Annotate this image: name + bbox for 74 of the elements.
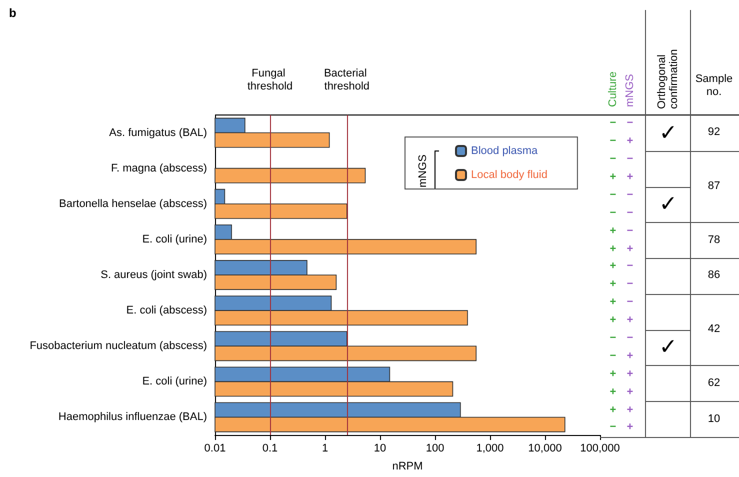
- text: 86: [708, 269, 720, 282]
- text: 10: [708, 412, 720, 424]
- text: −: [610, 332, 616, 344]
- text: +: [610, 224, 616, 237]
- y-tick-label: Bartonella henselae (abscess): [59, 198, 207, 210]
- text: +: [610, 296, 616, 308]
- text: −: [626, 206, 634, 219]
- legend-label: Blood plasma: [471, 145, 539, 157]
- x-tick-label: 1: [322, 442, 328, 454]
- text: −: [626, 260, 634, 272]
- text: +: [610, 278, 616, 290]
- legend-label: Local body fluid: [471, 169, 548, 181]
- text: 92: [708, 126, 720, 138]
- text: ✓: [659, 191, 677, 216]
- x-tick-label: 0.1: [262, 442, 278, 454]
- x-tick-label: 100,000: [580, 442, 620, 454]
- text: −: [610, 350, 616, 362]
- text: +: [626, 171, 634, 183]
- x-axis-title: nRPM: [392, 460, 423, 472]
- text: +: [626, 386, 634, 398]
- text: 87: [708, 180, 720, 192]
- text: ✓: [659, 334, 677, 360]
- text: +: [626, 350, 634, 362]
- text: +: [626, 404, 634, 416]
- x-tick-label: 10,000: [528, 442, 562, 454]
- legend-title: mNGS: [417, 154, 429, 188]
- text: +: [626, 314, 634, 326]
- y-tick-label: As. fumigatus (BAL): [109, 126, 207, 139]
- text: +: [626, 135, 634, 148]
- y-tick-label: E. coli (abscess): [126, 304, 207, 317]
- x-tick-label: 100: [426, 442, 444, 454]
- text: −: [626, 224, 634, 237]
- text: −: [610, 153, 616, 166]
- text: +: [610, 404, 616, 416]
- y-tick-label: E. coli (urine): [142, 233, 207, 246]
- x-tick-label: 10: [374, 442, 386, 454]
- text: −: [610, 421, 616, 434]
- text: −: [610, 188, 616, 201]
- text: 78: [708, 234, 720, 246]
- text: +: [610, 368, 616, 380]
- text: 42: [708, 323, 720, 336]
- text: +: [610, 242, 616, 255]
- y-tick-label: F. magna (abscess): [111, 162, 207, 174]
- text: −: [610, 135, 616, 148]
- text: +: [610, 260, 616, 272]
- text: −: [626, 153, 634, 166]
- y-tick-label: E. coli (urine): [142, 376, 207, 388]
- x-tick-label: 0.01: [204, 442, 226, 454]
- text: −: [626, 332, 634, 344]
- category-label: Culture: [607, 70, 619, 107]
- text: 62: [708, 376, 720, 389]
- text: −: [626, 296, 634, 308]
- text: +: [626, 242, 634, 255]
- text: +: [610, 314, 616, 326]
- category-label: mNGS: [624, 73, 636, 107]
- text: −: [626, 117, 634, 130]
- category-label: Sample no.: [694, 73, 734, 99]
- text: −: [626, 278, 634, 290]
- text: −: [610, 117, 616, 130]
- text: b: [9, 6, 16, 20]
- text: +: [610, 386, 616, 398]
- y-tick-label: Haemophilus influenzae (BAL): [58, 411, 207, 424]
- text: −: [626, 188, 634, 201]
- text: +: [610, 171, 616, 183]
- text: −: [610, 206, 616, 219]
- text: ✓: [659, 120, 677, 145]
- ref-line-label: Bacterial threshold: [324, 68, 370, 92]
- y-tick-label: Fusobacterium nucleatum (abscess): [30, 340, 207, 352]
- text: +: [626, 368, 634, 380]
- ref-line-label: Fungal threshold: [247, 68, 293, 92]
- text: +: [626, 421, 634, 434]
- x-tick-label: 1,000: [476, 442, 504, 454]
- category-label: Orthogonal confirmation: [656, 48, 680, 109]
- y-tick-label: S. aureus (joint swab): [100, 269, 207, 281]
